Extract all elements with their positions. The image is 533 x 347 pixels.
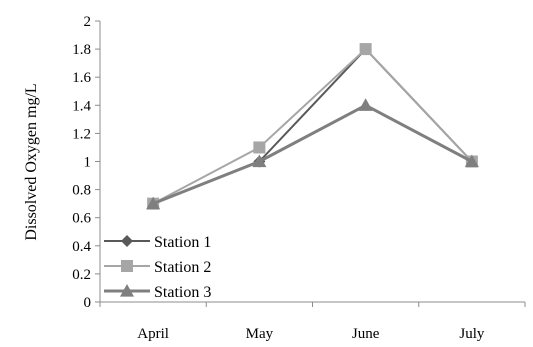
y-axis-title: Dissolved Oxygen mg/L bbox=[23, 83, 40, 240]
y-tick-label: 0.6 bbox=[72, 211, 91, 227]
legend-item: Station 3 bbox=[104, 284, 211, 301]
y-tick-label: 1.4 bbox=[72, 98, 91, 114]
legend-marker bbox=[121, 260, 133, 272]
series-line bbox=[152, 48, 473, 205]
data-point bbox=[464, 154, 479, 168]
series-1 bbox=[147, 43, 478, 210]
data-point bbox=[252, 154, 267, 168]
series-2 bbox=[147, 43, 478, 210]
legend-marker bbox=[120, 284, 134, 297]
series-layer bbox=[146, 43, 479, 210]
series-3 bbox=[146, 98, 479, 210]
x-tick-label: April bbox=[137, 326, 169, 342]
y-tick-label: 0.2 bbox=[72, 267, 91, 283]
x-tick-label: May bbox=[246, 326, 274, 342]
legend-marker bbox=[121, 235, 133, 247]
data-point bbox=[253, 141, 266, 154]
x-tick-label: June bbox=[352, 326, 380, 342]
series-line bbox=[152, 103, 473, 206]
legend-label: Station 2 bbox=[154, 259, 211, 276]
legend-label: Station 1 bbox=[154, 234, 211, 251]
y-tick-label: 0 bbox=[84, 295, 92, 311]
y-tick-label: 1.2 bbox=[72, 126, 91, 142]
y-tick-label: 2 bbox=[84, 14, 92, 30]
y-tick-label: 1 bbox=[84, 155, 92, 171]
legend-label: Station 3 bbox=[154, 284, 211, 301]
legend-item: Station 2 bbox=[104, 259, 211, 276]
legend-item: Station 1 bbox=[104, 234, 211, 251]
legend: Station 1 Station 2 Station 3 bbox=[104, 234, 211, 301]
data-point bbox=[359, 43, 372, 56]
axes: 0 0.2 0.4 0.6 0.8 1 1.2 1.4 1.6 1.8 2 April May June J… bbox=[72, 14, 526, 342]
y-tick-label: 1.8 bbox=[72, 42, 91, 58]
data-point bbox=[358, 98, 373, 111]
y-tick-label: 0.4 bbox=[72, 239, 91, 255]
y-tick-label: 0.8 bbox=[72, 183, 91, 199]
y-tick-label: 1.6 bbox=[72, 70, 91, 86]
x-tick-label: July bbox=[459, 326, 485, 342]
series-line bbox=[152, 48, 473, 205]
data-point bbox=[146, 196, 161, 210]
